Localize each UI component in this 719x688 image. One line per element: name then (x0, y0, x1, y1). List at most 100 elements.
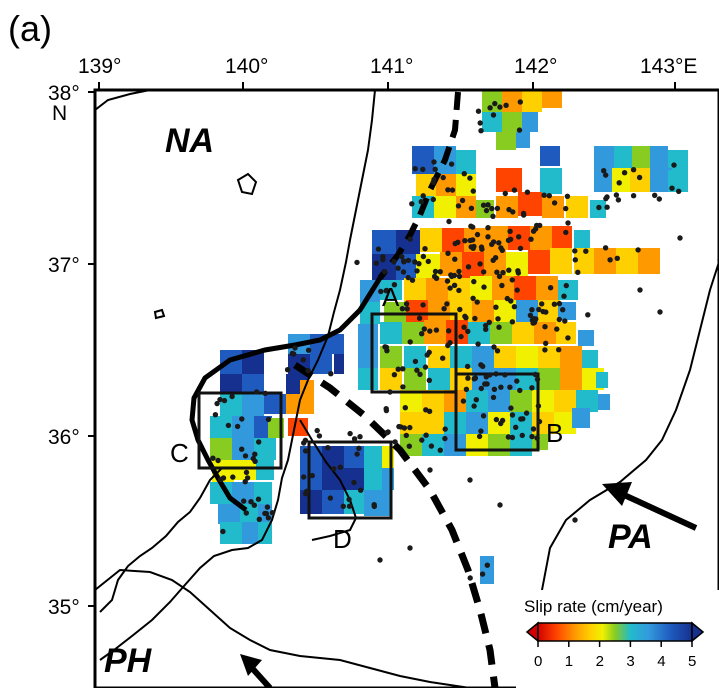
event-dot (400, 269, 407, 275)
event-dot (430, 196, 436, 203)
event-dot (498, 245, 504, 251)
slip-cell (614, 146, 632, 168)
plate-label-ph: PH (104, 642, 153, 680)
event-dot (474, 231, 481, 238)
event-dot (523, 410, 530, 416)
event-dot (422, 246, 428, 252)
event-dot (530, 320, 536, 326)
event-dot (241, 498, 247, 504)
event-dot (652, 192, 658, 198)
event-dot (467, 237, 473, 244)
event-dot (441, 306, 447, 312)
slip-cell (516, 132, 530, 148)
event-dot (517, 99, 523, 105)
slip-cell (582, 350, 598, 368)
event-dot (498, 420, 504, 427)
slip-cell (426, 278, 448, 302)
event-dot (383, 406, 389, 412)
event-dot (630, 167, 637, 173)
event-dot (302, 448, 309, 454)
event-dot (400, 366, 406, 372)
event-dot (432, 268, 439, 275)
box-label-c: C (170, 438, 189, 468)
event-dot (463, 386, 470, 392)
slip-cell (488, 390, 510, 412)
event-dot (491, 386, 498, 392)
slip-cell (344, 446, 364, 468)
event-dot (511, 187, 518, 193)
ph-arrowhead (240, 654, 262, 676)
event-dot (448, 161, 455, 167)
event-dot (396, 423, 402, 430)
event-dot (243, 469, 250, 476)
event-dot (542, 324, 548, 330)
event-dot (497, 502, 503, 508)
event-dot (498, 384, 504, 390)
event-dot (516, 234, 522, 240)
event-dot (384, 430, 390, 436)
event-dot (514, 287, 520, 293)
event-dot (464, 363, 471, 370)
slip-cell (560, 346, 582, 368)
event-dot (392, 439, 398, 445)
event-dot (517, 245, 524, 252)
lon-tick-142: 142° (514, 55, 557, 78)
map-frame (93, 88, 719, 688)
pa-arrowhead (602, 482, 632, 506)
event-dot (485, 225, 491, 231)
slip-cell (574, 248, 594, 274)
event-dot (474, 299, 480, 305)
slip-cell (492, 276, 514, 300)
event-dot (505, 434, 512, 440)
slip-cell (364, 490, 392, 516)
slip-cell (344, 468, 364, 490)
event-dot (451, 272, 458, 279)
slip-cell (514, 276, 536, 300)
event-dot (387, 389, 393, 395)
event-dot (431, 273, 438, 280)
slip-cell (220, 522, 242, 544)
event-dot (562, 318, 568, 324)
event-dot (446, 218, 452, 225)
event-dot (509, 319, 516, 325)
event-dot (431, 159, 437, 165)
event-dot (507, 384, 513, 390)
slip-cell (496, 132, 516, 150)
event-dot (255, 496, 262, 502)
slip-cell (220, 374, 242, 394)
event-dot (554, 326, 560, 332)
pa-motion-arrow (620, 491, 698, 531)
event-dot (401, 425, 408, 431)
event-dot (346, 496, 352, 503)
event-dot (337, 464, 343, 470)
slip-cell (466, 434, 488, 456)
event-dot (490, 239, 497, 245)
event-dot (239, 416, 245, 422)
event-dot (529, 433, 535, 440)
event-dot (244, 475, 251, 481)
event-dot (529, 307, 535, 313)
event-dot (455, 203, 462, 209)
event-dot (384, 287, 390, 294)
event-dot (472, 375, 479, 381)
event-dot (515, 268, 521, 274)
event-dot (494, 348, 501, 354)
event-dot (217, 396, 223, 403)
event-dot (480, 202, 487, 208)
event-dot (375, 246, 382, 252)
event-dot (483, 326, 489, 332)
event-dot (519, 432, 525, 439)
event-dot (371, 502, 377, 508)
slip-cell (528, 250, 550, 274)
event-dot (431, 176, 437, 183)
event-dot (402, 405, 408, 411)
event-dot (517, 387, 523, 394)
small-island (153, 308, 166, 320)
event-dot (409, 201, 415, 207)
event-dot (456, 268, 462, 275)
event-dot (471, 403, 477, 409)
event-dot (210, 455, 216, 461)
slip-cell (598, 394, 610, 410)
colorbar-max-triangle (691, 621, 705, 643)
slip-cell (412, 146, 434, 174)
